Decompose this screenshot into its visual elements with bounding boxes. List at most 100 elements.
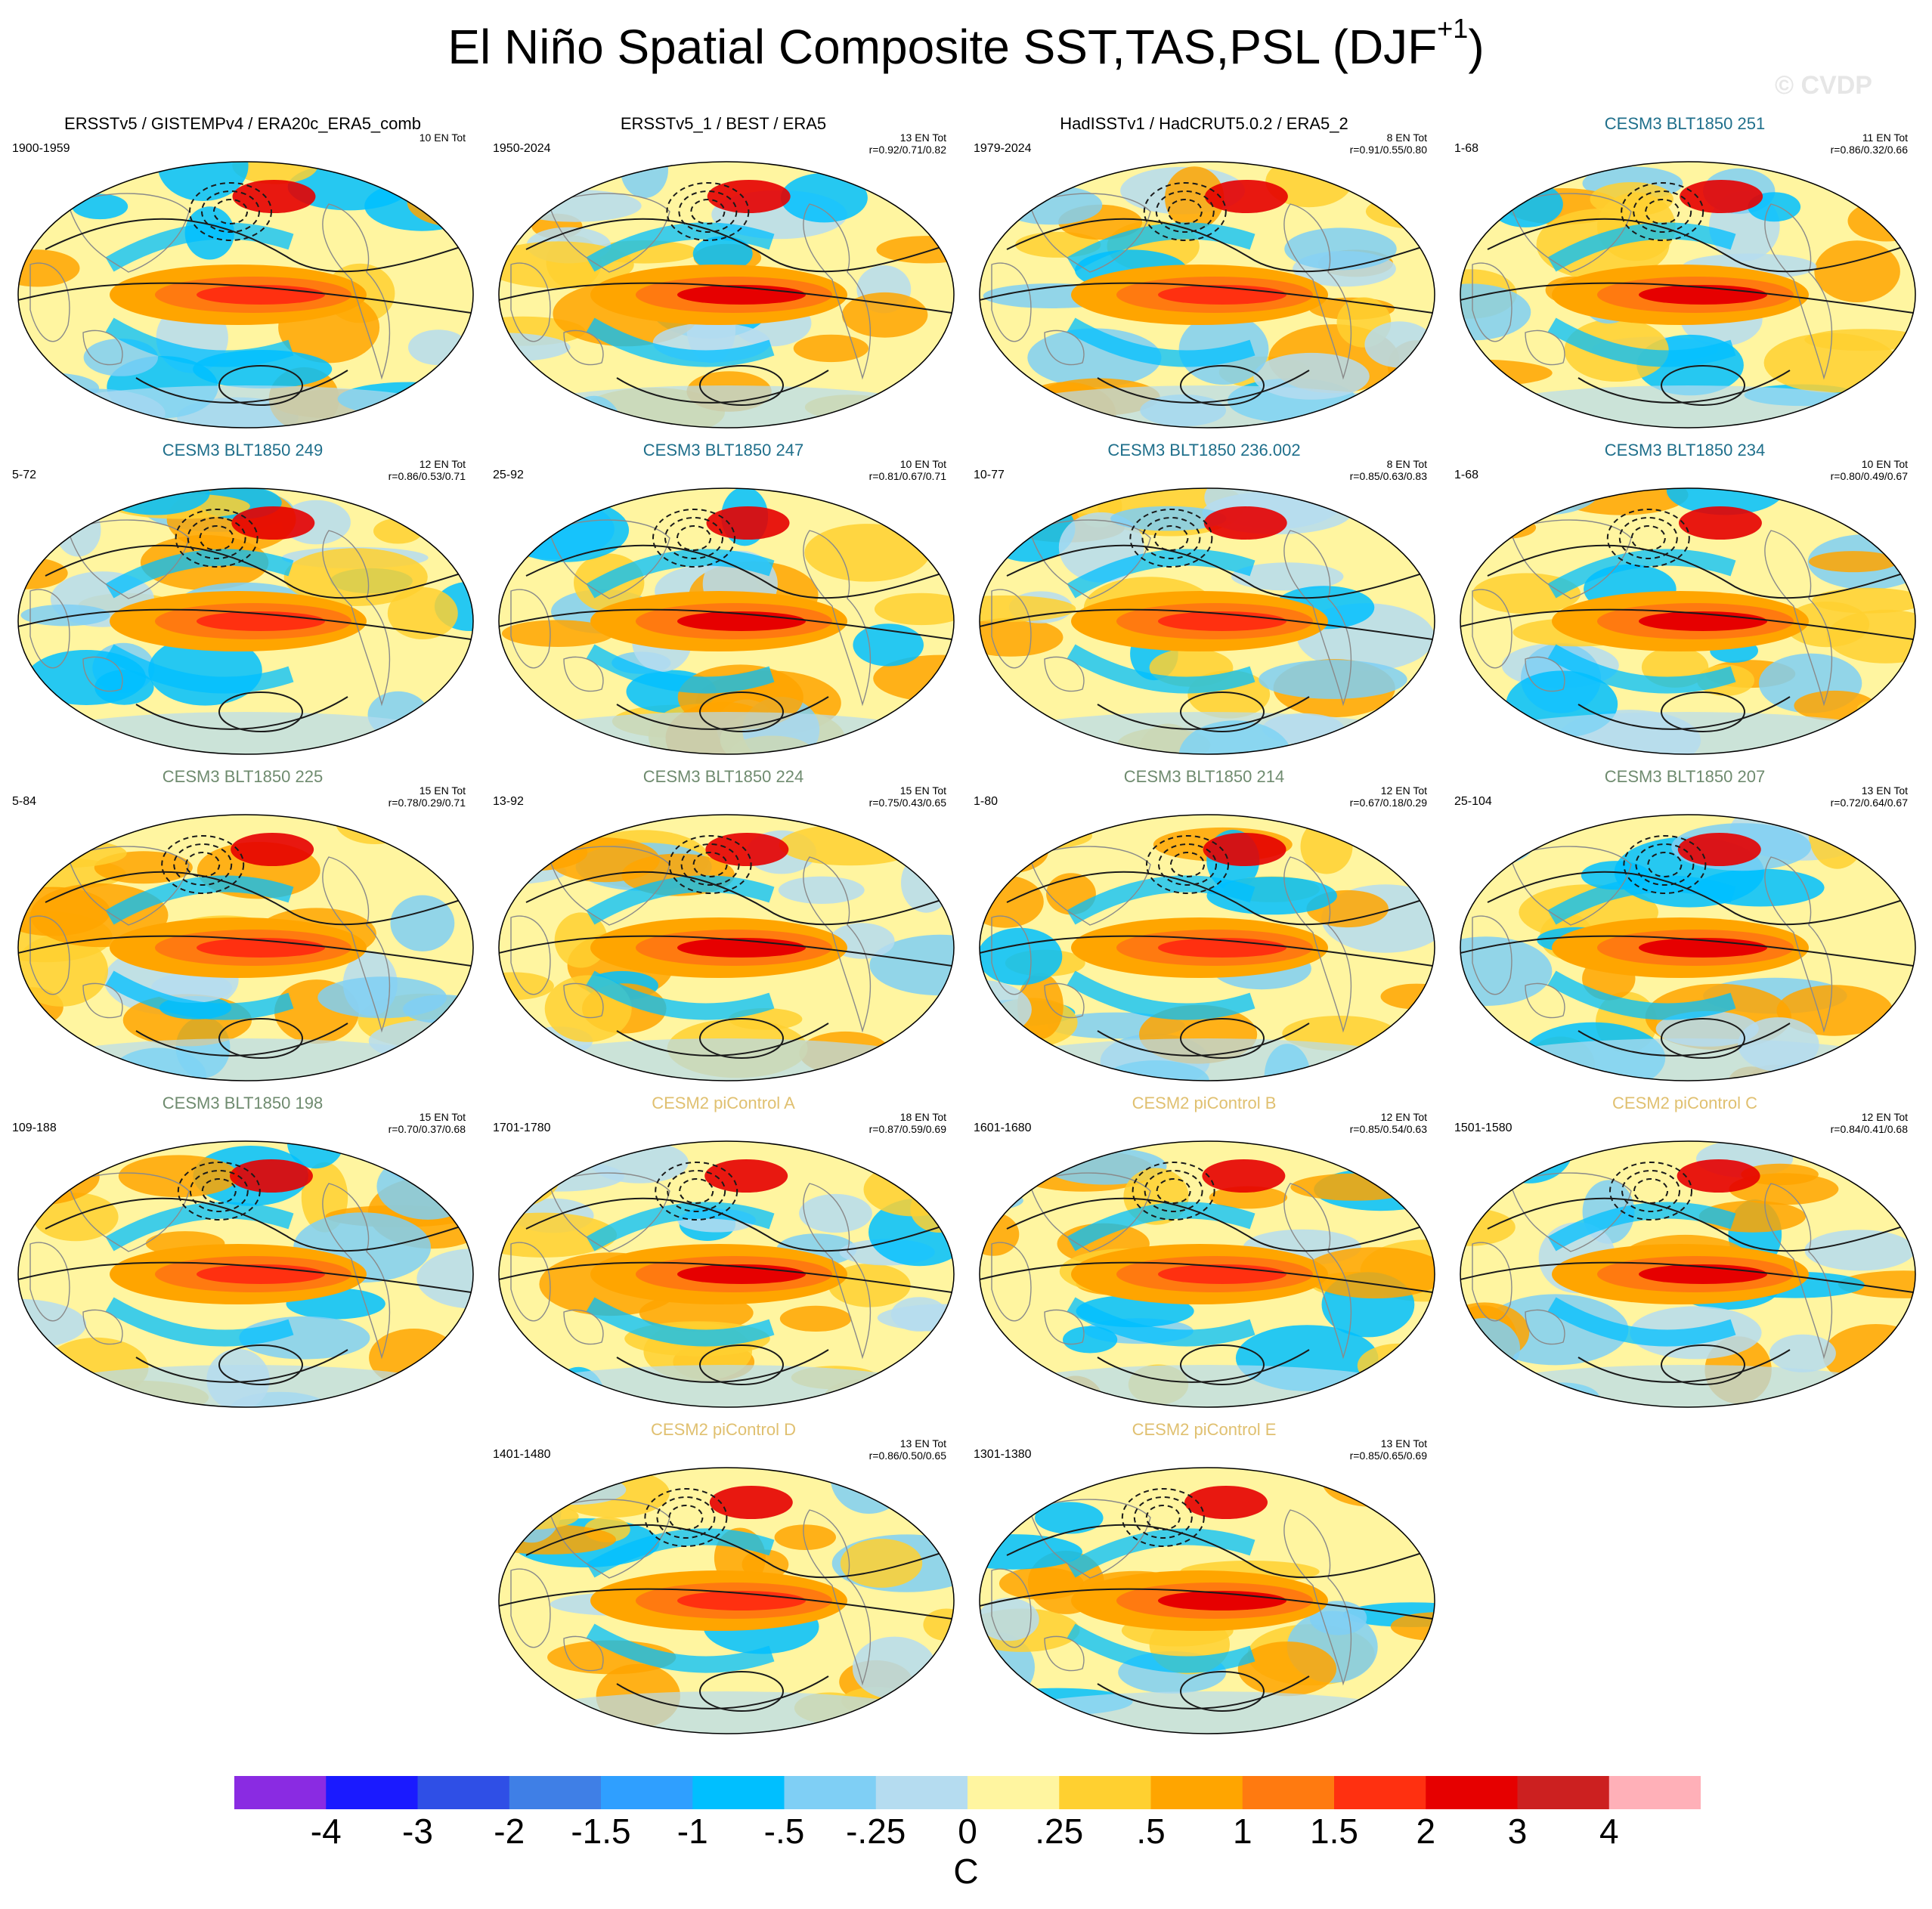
psl-contour-negative [1621, 182, 1704, 241]
anomaly-region [1883, 815, 1915, 839]
psl-contour [1006, 1524, 1435, 1579]
anomaly-region [1231, 562, 1344, 591]
colorbar-tick-label: -4 [310, 1812, 342, 1851]
composite-map [498, 1140, 955, 1408]
anomaly-region [999, 185, 1103, 225]
pattern-correlation: r=0.75/0.43/0.65 [868, 797, 946, 809]
psl-contour-negative [668, 1505, 704, 1530]
coastline [803, 856, 872, 1033]
north-america-warm [229, 1159, 313, 1193]
psl-contour [980, 935, 1435, 967]
anomaly-region [1284, 227, 1397, 271]
anomaly-region [390, 895, 455, 951]
psl-contour [525, 218, 954, 273]
map-border [498, 161, 955, 429]
north-america-warm [1677, 833, 1761, 866]
cool-arm-south [586, 644, 775, 694]
psl-contour-negative [173, 843, 233, 886]
pattern-correlation: r=0.67/0.18/0.29 [1349, 797, 1427, 809]
anomaly-region [404, 818, 473, 841]
psl-contour-negative [200, 190, 260, 233]
panel-years: 25-104 [1454, 795, 1492, 808]
psl-contour-negative [177, 1162, 261, 1221]
anomaly-region [980, 1468, 1103, 1487]
psl-contour [1487, 871, 1915, 926]
psl-contour [1661, 1018, 1745, 1059]
coastline [82, 656, 123, 692]
composite-map [498, 161, 955, 429]
psl-contour [1006, 1197, 1435, 1252]
anomaly-region [1035, 1502, 1104, 1534]
anomaly-region [420, 401, 473, 428]
cool-arm-south [1067, 1297, 1255, 1347]
cool-arm-north [1067, 1202, 1255, 1252]
coastline [1764, 203, 1833, 380]
coastline [29, 1242, 70, 1322]
colorbar-box [1517, 1776, 1610, 1809]
colorbar-tick-label: .5 [1136, 1812, 1166, 1851]
cool-arm-north [586, 1528, 775, 1578]
coastline [1283, 1183, 1352, 1360]
cool-arm-north [586, 1202, 775, 1252]
anomaly-region [804, 524, 930, 582]
map-border [1460, 487, 1916, 755]
psl-contour-negative [201, 1178, 237, 1204]
map-border [17, 161, 474, 429]
psl-contour [218, 1344, 303, 1385]
psl-contour-negative [667, 1170, 726, 1212]
psl-contour-negative [668, 835, 752, 894]
event-count: 10 EN Tot [899, 458, 946, 470]
psl-contour [1460, 1261, 1915, 1294]
panel-years: 1701-1780 [493, 1122, 551, 1134]
composite-map [17, 1140, 474, 1408]
psl-contour [699, 692, 784, 732]
coastline [1283, 856, 1352, 1033]
coastline [1044, 982, 1085, 1019]
southern-band [980, 1365, 1435, 1407]
map-panel: ERSSTv5 / GISTEMPv4 / ERA20c_ERA5_comb 19… [8, 113, 478, 438]
event-count: 12 EN Tot [419, 458, 466, 470]
pattern-correlation: r=0.85/0.65/0.69 [1349, 1450, 1427, 1462]
panel-title: CESM3 BLT1850 198 [162, 1094, 324, 1112]
anomaly-region [1165, 166, 1225, 230]
anomaly-region [1741, 1163, 1819, 1186]
north-america-warm [231, 506, 315, 540]
anomaly-region [416, 162, 473, 198]
anomaly-region [1063, 1326, 1118, 1354]
psl-contour [499, 608, 954, 641]
psl-contour [980, 1588, 1435, 1620]
anomaly-region [18, 1372, 90, 1407]
coastline [1029, 1172, 1151, 1252]
colorbar-box [1608, 1776, 1701, 1809]
coastline [510, 1568, 551, 1648]
psl-contour [1661, 1344, 1745, 1385]
north-america-warm [704, 1159, 788, 1193]
cool-arm-south [586, 317, 775, 367]
psl-contour-negative [1645, 199, 1680, 224]
panel-title: CESM3 BLT1850 247 [642, 441, 804, 459]
north-america-warm [1204, 180, 1288, 213]
panel-stats: 10 EN Tot r=0.80/0.49/0.67 [1819, 458, 1908, 482]
panel-title: HadISSTv1 / HadCRUT5.0.2 / ERA5_2 [1060, 114, 1348, 133]
colorbar-box [968, 1776, 1060, 1809]
anomaly-region [980, 1141, 1021, 1211]
psl-contour-negative [1618, 517, 1678, 559]
north-america-warm [232, 180, 316, 213]
coastline [1472, 915, 1512, 995]
coastline [322, 1183, 391, 1360]
anomaly-region [1838, 1270, 1915, 1298]
psl-contour [499, 935, 954, 967]
psl-contour-negative [1647, 852, 1683, 877]
anomaly-region [18, 727, 113, 754]
event-count: 18 EN Tot [899, 1111, 946, 1123]
panel-years: 1-68 [1454, 469, 1479, 481]
coastline [1509, 193, 1632, 273]
cool-arm-north [586, 549, 775, 599]
anomaly-region [1362, 1691, 1435, 1734]
coastline [1525, 656, 1565, 692]
southern-band [980, 712, 1435, 754]
psl-contour [525, 1524, 954, 1579]
panel-years: 1401-1480 [493, 1448, 551, 1461]
coastline [1044, 330, 1085, 366]
psl-contour-negative [1621, 1170, 1681, 1212]
